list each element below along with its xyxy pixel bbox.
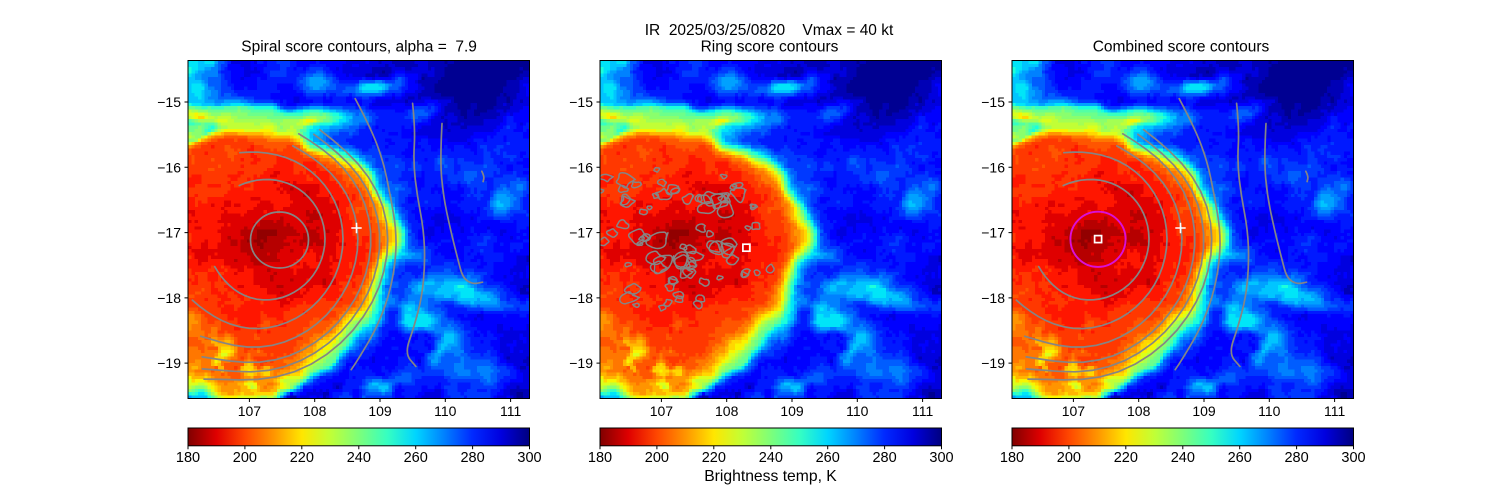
svg-text:−18: −18 — [569, 290, 593, 306]
svg-text:280: 280 — [460, 450, 484, 466]
svg-text:−18: −18 — [157, 290, 181, 306]
svg-text:300: 300 — [929, 450, 953, 466]
svg-text:240: 240 — [759, 450, 783, 466]
svg-text:−19: −19 — [981, 355, 1005, 371]
svg-text:−16: −16 — [569, 159, 593, 175]
svg-text:−17: −17 — [157, 225, 181, 241]
svg-text:108: 108 — [715, 403, 739, 419]
svg-text:Combined score contours: Combined score contours — [1093, 39, 1270, 56]
svg-text:107: 107 — [1062, 403, 1086, 419]
svg-text:−15: −15 — [157, 94, 181, 110]
svg-text:280: 280 — [1284, 450, 1308, 466]
svg-text:300: 300 — [1341, 450, 1365, 466]
svg-text:Ring score contours: Ring score contours — [701, 39, 839, 56]
svg-text:−16: −16 — [157, 159, 181, 175]
svg-text:110: 110 — [846, 403, 869, 419]
svg-text:IR 2025/03/25/0820 Vmax =: IR 2025/03/25/0820 Vmax = 40 kt — [645, 22, 894, 39]
svg-text:200: 200 — [645, 450, 669, 466]
svg-text:−19: −19 — [569, 355, 593, 371]
svg-text:−17: −17 — [981, 225, 1005, 241]
svg-text:−16: −16 — [981, 159, 1005, 175]
svg-text:109: 109 — [1192, 403, 1216, 419]
svg-text:220: 220 — [1114, 450, 1138, 466]
svg-text:109: 109 — [780, 403, 804, 419]
svg-text:109: 109 — [368, 403, 392, 419]
svg-text:−15: −15 — [981, 94, 1005, 110]
svg-text:200: 200 — [233, 450, 257, 466]
svg-text:111: 111 — [912, 403, 933, 419]
svg-text:111: 111 — [500, 403, 521, 419]
svg-text:300: 300 — [517, 450, 541, 466]
svg-text:260: 260 — [1228, 450, 1252, 466]
svg-text:260: 260 — [404, 450, 428, 466]
svg-text:−15: −15 — [569, 94, 593, 110]
svg-text:220: 220 — [702, 450, 726, 466]
svg-text:108: 108 — [303, 403, 327, 419]
svg-text:107: 107 — [650, 403, 674, 419]
svg-text:280: 280 — [872, 450, 896, 466]
svg-text:107: 107 — [238, 403, 262, 419]
svg-text:260: 260 — [816, 450, 840, 466]
svg-text:110: 110 — [1258, 403, 1281, 419]
svg-text:108: 108 — [1127, 403, 1151, 419]
svg-text:−18: −18 — [981, 290, 1005, 306]
svg-text:−17: −17 — [569, 225, 593, 241]
svg-text:110: 110 — [434, 403, 457, 419]
svg-text:180: 180 — [1000, 450, 1024, 466]
svg-text:240: 240 — [347, 450, 371, 466]
svg-text:Brightness temp, K: Brightness temp, K — [704, 468, 837, 485]
svg-text:−19: −19 — [157, 355, 181, 371]
svg-text:111: 111 — [1324, 403, 1345, 419]
svg-text:180: 180 — [176, 450, 200, 466]
svg-text:Spiral score contours, alpha =: Spiral score contours, alpha = 7.9 — [241, 39, 477, 56]
svg-text:240: 240 — [1171, 450, 1195, 466]
svg-text:180: 180 — [588, 450, 612, 466]
svg-text:200: 200 — [1057, 450, 1081, 466]
svg-text:220: 220 — [290, 450, 314, 466]
